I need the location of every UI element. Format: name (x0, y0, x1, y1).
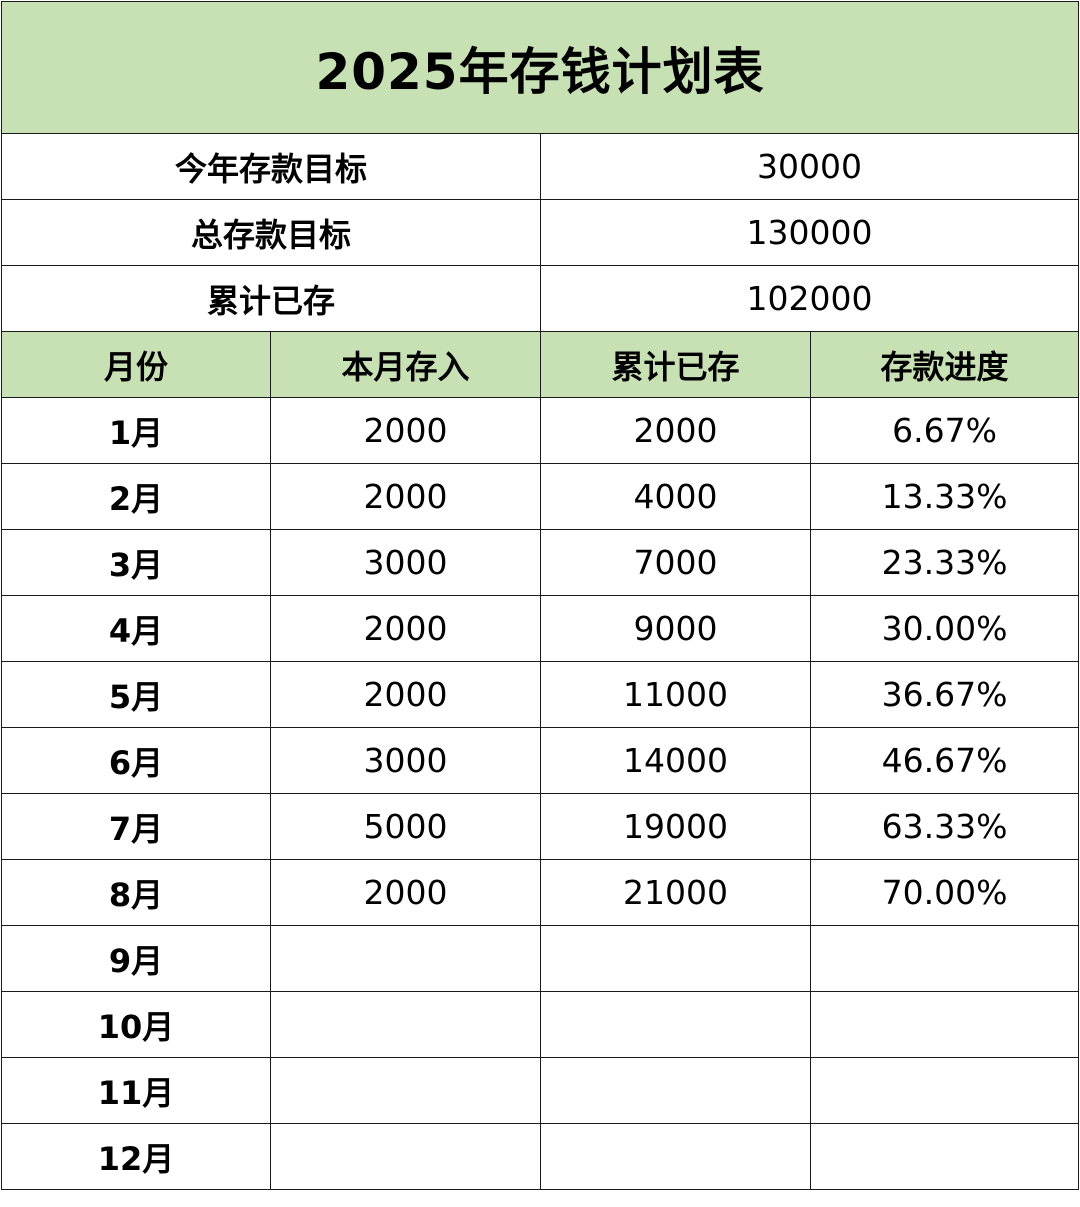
title-row: 2025年存钱计划表 (0, 1, 1080, 134)
summary-row: 总存款目标 130000 (1, 199, 1080, 266)
table-row: 4月 2000 9000 30.00% (1, 595, 1080, 662)
progress-cell: 46.67% (809, 727, 1080, 794)
progress-cell (809, 991, 1080, 1058)
deposit-cell: 2000 (270, 595, 541, 662)
month-cell: 12月 (1, 1123, 271, 1190)
progress-cell: 6.67% (809, 397, 1080, 464)
cumulative-cell: 21000 (540, 859, 811, 926)
month-cell: 7月 (1, 793, 271, 860)
table-row: 10月 (1, 991, 1080, 1058)
table-row: 12月 (1, 1123, 1080, 1190)
progress-cell: 23.33% (809, 529, 1080, 596)
column-header-month: 月份 (1, 331, 271, 398)
cumulative-cell: 11000 (540, 661, 811, 728)
progress-cell: 13.33% (809, 463, 1080, 530)
deposit-cell (270, 1057, 541, 1124)
summary-row: 累计已存 102000 (1, 265, 1080, 332)
progress-cell: 36.67% (809, 661, 1080, 728)
column-header-cumulative: 累计已存 (540, 331, 811, 398)
deposit-cell (270, 991, 541, 1058)
progress-cell (809, 925, 1080, 992)
column-header-row: 月份 本月存入 累计已存 存款进度 (1, 331, 1080, 398)
table-row: 3月 3000 7000 23.33% (1, 529, 1080, 596)
summary-value: 130000 (539, 199, 1080, 266)
summary-label: 累计已存 (1, 265, 541, 332)
cumulative-cell (540, 1123, 811, 1190)
table-row: 2月 2000 4000 13.33% (1, 463, 1080, 530)
cumulative-cell (540, 1057, 811, 1124)
deposit-cell: 2000 (270, 397, 541, 464)
month-cell: 2月 (1, 463, 271, 530)
table-row: 7月 5000 19000 63.33% (1, 793, 1080, 860)
month-cell: 9月 (1, 925, 271, 992)
table-row: 1月 2000 2000 6.67% (1, 397, 1080, 464)
deposit-cell: 2000 (270, 661, 541, 728)
cumulative-cell: 19000 (540, 793, 811, 860)
progress-cell: 63.33% (809, 793, 1080, 860)
month-cell: 6月 (1, 727, 271, 794)
month-cell: 11月 (1, 1057, 271, 1124)
table-row: 8月 2000 21000 70.00% (1, 859, 1080, 926)
summary-label: 总存款目标 (1, 199, 541, 266)
cumulative-cell: 2000 (540, 397, 811, 464)
deposit-cell: 5000 (270, 793, 541, 860)
month-cell: 3月 (1, 529, 271, 596)
month-cell: 8月 (1, 859, 271, 926)
summary-value: 30000 (539, 133, 1080, 200)
deposit-cell: 2000 (270, 859, 541, 926)
summary-value: 102000 (539, 265, 1080, 332)
progress-cell (809, 1057, 1080, 1124)
cumulative-cell: 4000 (540, 463, 811, 530)
table-row: 11月 (1, 1057, 1080, 1124)
progress-cell (809, 1123, 1080, 1190)
deposit-cell: 3000 (270, 727, 541, 794)
cumulative-cell (540, 925, 811, 992)
deposit-cell: 2000 (270, 463, 541, 530)
month-cell: 4月 (1, 595, 271, 662)
deposit-cell: 3000 (270, 529, 541, 596)
cumulative-cell: 14000 (540, 727, 811, 794)
summary-label: 今年存款目标 (1, 133, 541, 200)
month-cell: 5月 (1, 661, 271, 728)
progress-cell: 30.00% (809, 595, 1080, 662)
table-row: 9月 (1, 925, 1080, 992)
progress-cell: 70.00% (809, 859, 1080, 926)
deposit-cell (270, 1123, 541, 1190)
summary-row: 今年存款目标 30000 (1, 133, 1080, 200)
cumulative-cell: 9000 (540, 595, 811, 662)
month-cell: 1月 (1, 397, 271, 464)
month-cell: 10月 (1, 991, 271, 1058)
column-header-deposit: 本月存入 (270, 331, 541, 398)
deposit-cell (270, 925, 541, 992)
table-row: 6月 3000 14000 46.67% (1, 727, 1080, 794)
table-row: 5月 2000 11000 36.67% (1, 661, 1080, 728)
cumulative-cell (540, 991, 811, 1058)
cumulative-cell: 7000 (540, 529, 811, 596)
table-title: 2025年存钱计划表 (0, 1, 1080, 134)
column-header-progress: 存款进度 (809, 331, 1080, 398)
